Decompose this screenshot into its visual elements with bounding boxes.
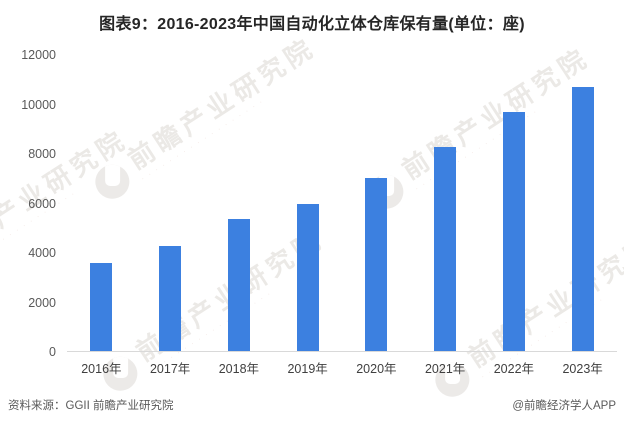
y-tick-6000: 6000 — [28, 196, 56, 211]
x-label-2020年: 2020年 — [356, 362, 397, 376]
chart-title: 图表9：2016-2023年中国自动化立体仓库保有量(单位：座) — [99, 16, 525, 33]
bar-2020年 — [365, 177, 388, 351]
x-label-2017年: 2017年 — [149, 362, 191, 376]
bar-2016年 — [90, 263, 113, 351]
x-label-2021年: 2021年 — [424, 362, 466, 376]
y-tick-10000: 10000 — [21, 97, 56, 112]
y-tick-12000: 12000 — [21, 48, 56, 62]
footer: 资料来源：GGII 前瞻产业研究院 @前瞻经济学人APP — [0, 397, 624, 413]
y-tick-8000: 8000 — [28, 147, 56, 161]
bar-2021年 — [434, 146, 457, 351]
y-tick-0: 0 — [49, 345, 56, 359]
y-tick-2000: 2000 — [28, 295, 56, 310]
x-label-2018年: 2018年 — [218, 362, 260, 376]
bar-2023年 — [571, 87, 594, 351]
x-label-2022年: 2022年 — [493, 362, 535, 376]
x-axis-line — [67, 351, 617, 352]
bar-2017年 — [159, 245, 182, 351]
x-label-2019年: 2019年 — [287, 362, 328, 376]
bar-2022年 — [502, 112, 525, 351]
x-label-2023年: 2023年 — [562, 362, 603, 376]
x-label-2016年: 2016年 — [81, 362, 122, 376]
y-tick-4000: 4000 — [28, 246, 56, 260]
plot-area — [67, 55, 617, 352]
bar-2019年 — [296, 203, 319, 351]
source-note: 资料来源：GGII 前瞻产业研究院 — [8, 400, 174, 412]
bar-2018年 — [227, 218, 250, 351]
credit-note: @前瞻经济学人APP — [512, 400, 616, 412]
